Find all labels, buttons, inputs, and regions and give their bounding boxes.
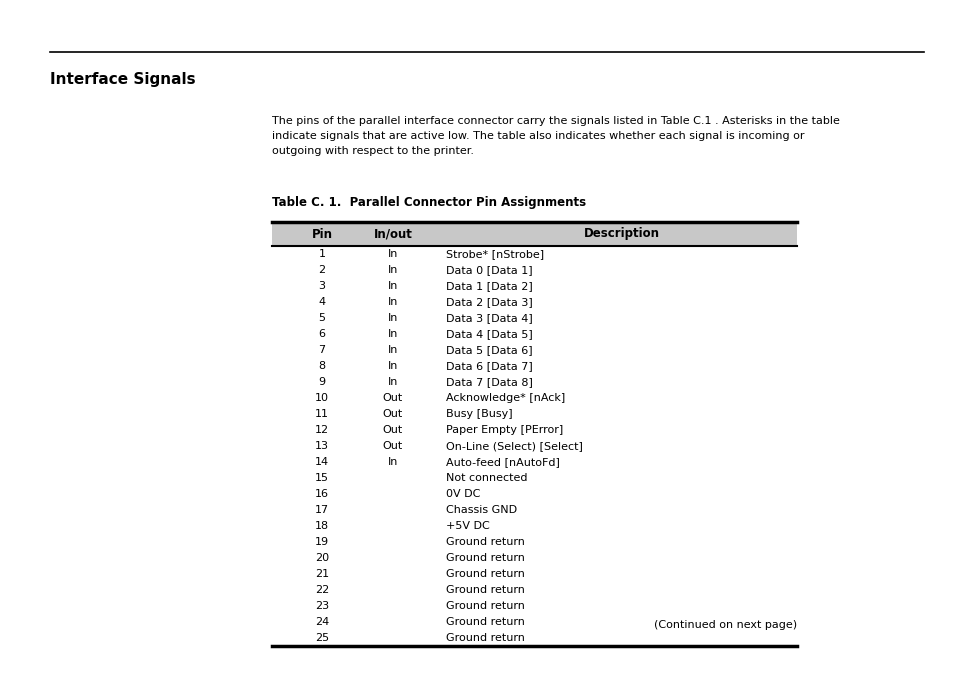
Text: 7: 7	[318, 345, 325, 355]
Text: Interface Signals: Interface Signals	[50, 72, 195, 87]
Text: Data 5 [Data 6]: Data 5 [Data 6]	[446, 345, 532, 355]
Text: Ground return: Ground return	[446, 569, 524, 579]
Text: 22: 22	[314, 585, 329, 595]
Text: Ground return: Ground return	[446, 617, 524, 627]
Text: 17: 17	[314, 505, 329, 515]
Text: 0V DC: 0V DC	[446, 489, 480, 499]
Text: In: In	[388, 361, 397, 371]
Text: Out: Out	[382, 409, 403, 419]
Text: Data 2 [Data 3]: Data 2 [Data 3]	[446, 297, 532, 307]
Text: In/out: In/out	[374, 228, 412, 241]
Text: In: In	[388, 281, 397, 291]
Text: 1: 1	[318, 249, 325, 259]
Text: Description: Description	[583, 228, 659, 241]
Text: indicate signals that are active low. The table also indicates whether each sign: indicate signals that are active low. Th…	[272, 131, 803, 141]
Text: Ground return: Ground return	[446, 553, 524, 563]
Text: In: In	[388, 345, 397, 355]
Text: On-Line (Select) [Select]: On-Line (Select) [Select]	[446, 441, 582, 451]
Text: 6: 6	[318, 329, 325, 339]
Text: Busy [Busy]: Busy [Busy]	[446, 409, 512, 419]
Text: Ground return: Ground return	[446, 601, 524, 611]
Text: In: In	[388, 457, 397, 467]
Text: Out: Out	[382, 393, 403, 403]
Text: 18: 18	[314, 521, 329, 531]
Text: Data 0 [Data 1]: Data 0 [Data 1]	[446, 265, 532, 275]
Text: 19: 19	[314, 537, 329, 547]
Text: Table C. 1.  Parallel Connector Pin Assignments: Table C. 1. Parallel Connector Pin Assig…	[272, 196, 585, 209]
Text: Data 1 [Data 2]: Data 1 [Data 2]	[446, 281, 532, 291]
Text: 15: 15	[314, 473, 329, 483]
Text: Data 6 [Data 7]: Data 6 [Data 7]	[446, 361, 532, 371]
Text: Out: Out	[382, 441, 403, 451]
Text: 8: 8	[318, 361, 325, 371]
Text: Data 3 [Data 4]: Data 3 [Data 4]	[446, 313, 532, 323]
Text: Auto-feed [nAutoFd]: Auto-feed [nAutoFd]	[446, 457, 559, 467]
Text: 13: 13	[314, 441, 329, 451]
Text: The pins of the parallel interface connector carry the signals listed in Table C: The pins of the parallel interface conne…	[272, 116, 839, 126]
Text: Data 4 [Data 5]: Data 4 [Data 5]	[446, 329, 532, 339]
Text: Not connected: Not connected	[446, 473, 527, 483]
Text: 4: 4	[318, 297, 325, 307]
Text: 10: 10	[314, 393, 329, 403]
Text: 5: 5	[318, 313, 325, 323]
Text: 20: 20	[314, 553, 329, 563]
Text: Out: Out	[382, 425, 403, 435]
Text: Pin: Pin	[312, 228, 333, 241]
Text: In: In	[388, 249, 397, 259]
Text: 25: 25	[314, 633, 329, 643]
Text: outgoing with respect to the printer.: outgoing with respect to the printer.	[272, 146, 474, 156]
Text: Ground return: Ground return	[446, 633, 524, 643]
Text: 21: 21	[314, 569, 329, 579]
Text: In: In	[388, 329, 397, 339]
Text: 24: 24	[314, 617, 329, 627]
Text: 9: 9	[318, 377, 325, 387]
Text: 2: 2	[318, 265, 325, 275]
Text: Acknowledge* [nAck]: Acknowledge* [nAck]	[446, 393, 565, 403]
Text: In: In	[388, 265, 397, 275]
Text: Paper Empty [PError]: Paper Empty [PError]	[446, 425, 562, 435]
Text: 23: 23	[314, 601, 329, 611]
Text: 16: 16	[314, 489, 329, 499]
Text: 14: 14	[314, 457, 329, 467]
Text: In: In	[388, 377, 397, 387]
Text: Chassis GND: Chassis GND	[446, 505, 517, 515]
Text: Data 7 [Data 8]: Data 7 [Data 8]	[446, 377, 533, 387]
Text: Strobe* [nStrobe]: Strobe* [nStrobe]	[446, 249, 543, 259]
Text: (Continued on next page): (Continued on next page)	[653, 620, 796, 630]
Text: 12: 12	[314, 425, 329, 435]
Bar	[272, 222, 796, 246]
Text: 11: 11	[314, 409, 329, 419]
Text: +5V DC: +5V DC	[446, 521, 489, 531]
Text: Ground return: Ground return	[446, 537, 524, 547]
Text: In: In	[388, 313, 397, 323]
Text: In: In	[388, 297, 397, 307]
Text: 3: 3	[318, 281, 325, 291]
Text: Ground return: Ground return	[446, 585, 524, 595]
